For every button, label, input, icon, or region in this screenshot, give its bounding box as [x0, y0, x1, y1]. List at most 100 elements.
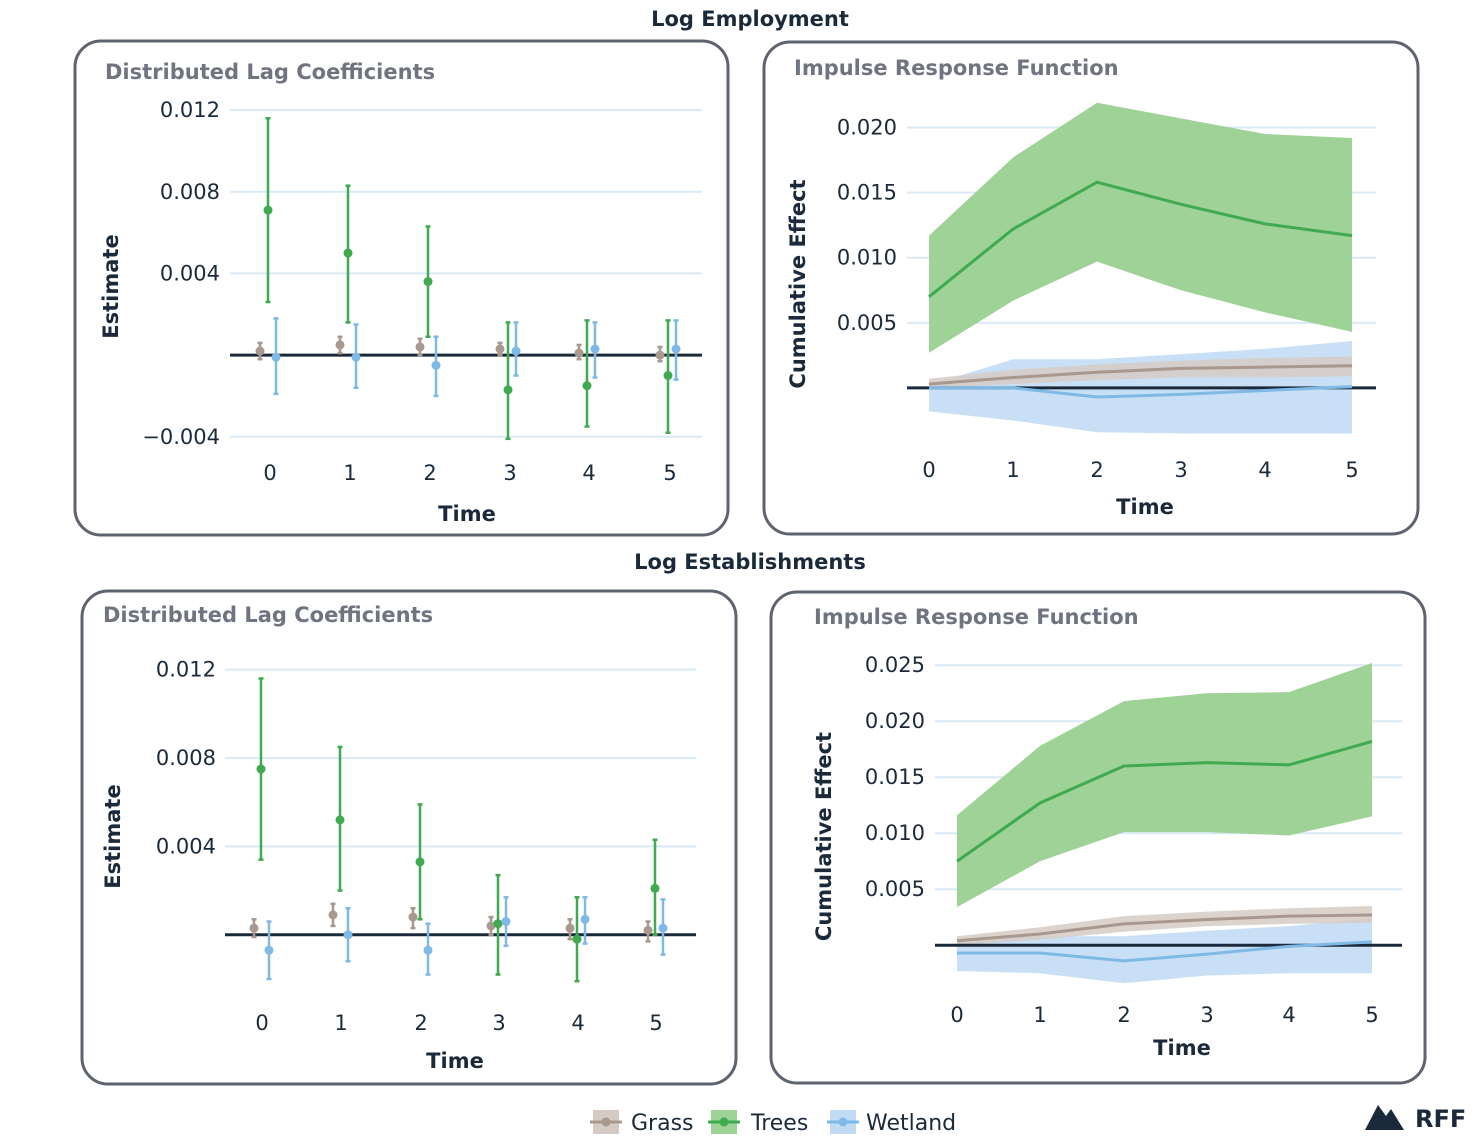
- y-tick-label: 0.020: [865, 709, 925, 733]
- point-wetland: [580, 914, 590, 924]
- y-tick-label: 0.008: [160, 180, 220, 204]
- point-grass: [486, 921, 496, 931]
- x-tick-label: 0: [263, 461, 276, 485]
- point-grass: [574, 348, 584, 358]
- x-tick-label: 1: [1006, 458, 1019, 482]
- y-tick-label: 0.010: [865, 821, 925, 845]
- x-tick-label: 4: [582, 461, 595, 485]
- point-grass: [495, 344, 505, 354]
- legend-label-grass: Grass: [631, 1111, 694, 1136]
- x-tick-label: 3: [492, 1011, 505, 1035]
- legend-item-wetland: Wetland: [827, 1110, 956, 1136]
- section-title-employment: Log Employment: [651, 7, 849, 31]
- mountain-logo-icon: [1365, 1105, 1404, 1130]
- x-tick-label: 5: [1345, 458, 1358, 482]
- point-grass: [565, 923, 575, 933]
- plot-est-lag: 0.004 0.008 0.012 0 1 2 3 4 5 Time Estimate: [101, 658, 696, 1073]
- y-tick-label: 0.012: [156, 658, 216, 682]
- band-wetland: [957, 918, 1372, 984]
- x-tick-label: 0: [950, 1003, 963, 1027]
- y-axis-label: Estimate: [99, 234, 123, 338]
- y-axis-label: Estimate: [101, 784, 125, 888]
- x-tick-label: 0: [922, 458, 935, 482]
- legend: Grass Trees Wetland: [590, 1110, 956, 1136]
- x-tick-label: 1: [1033, 1003, 1046, 1027]
- point-wetland: [423, 945, 433, 955]
- point-trees: [582, 381, 592, 391]
- y-tick-label: −0.004: [142, 425, 220, 449]
- band-grass: [929, 356, 1352, 388]
- x-tick-label: 0: [255, 1011, 268, 1035]
- line-wetland: [957, 940, 1373, 963]
- legend-item-trees: Trees: [708, 1110, 808, 1136]
- point-wetland: [351, 352, 361, 362]
- point-trees: [256, 764, 266, 774]
- y-tick-label: 0.015: [837, 181, 897, 205]
- line-grass: [928, 364, 1353, 386]
- x-tick-label: 2: [423, 461, 436, 485]
- panel-title-emp-lag: Distributed Lag Coefficients: [105, 60, 435, 84]
- y-axis-label: Cumulative Effect: [812, 732, 836, 941]
- point-trees: [650, 883, 660, 893]
- point-wetland: [271, 352, 281, 362]
- point-trees: [263, 205, 273, 215]
- x-tick-label: 1: [334, 1011, 347, 1035]
- x-tick-label: 2: [414, 1011, 427, 1035]
- panel-frame-emp-lag: [73, 39, 730, 537]
- x-tick-label: 3: [503, 461, 516, 485]
- line-trees: [928, 180, 1353, 298]
- point-grass: [655, 350, 665, 360]
- y-tick-label: 0.004: [156, 834, 216, 858]
- point-wetland: [343, 930, 353, 940]
- x-tick-label: 5: [663, 461, 676, 485]
- legend-dot-trees: [719, 1117, 729, 1127]
- point-grass: [328, 910, 338, 920]
- y-tick-label: 0.012: [160, 98, 220, 122]
- point-trees: [572, 934, 582, 944]
- point-grass: [643, 925, 653, 935]
- y-tick-label: 0.010: [837, 246, 897, 270]
- x-axis-label: Time: [426, 1049, 484, 1073]
- x-tick-label: 5: [649, 1011, 662, 1035]
- point-grass: [408, 912, 418, 922]
- point-wetland: [511, 346, 521, 356]
- point-grass: [335, 340, 345, 350]
- point-grass: [415, 342, 425, 352]
- point-grass: [255, 346, 265, 356]
- point-trees: [503, 385, 513, 395]
- legend-dot-wetland: [838, 1117, 848, 1127]
- plot-emp-irf: 0.005 0.010 0.015 0.020 0 1 2 3 4 5 Time Cumulative…: [786, 102, 1376, 519]
- point-trees: [335, 815, 345, 825]
- plot-emp-lag: −0.004 0.004 0.008 0.012 0 1 2 3 4 5 Time Estimate: [99, 98, 702, 526]
- x-tick-label: 5: [1365, 1003, 1378, 1027]
- brand-label: RFF: [1415, 1105, 1466, 1133]
- legend-label-trees: Trees: [750, 1111, 808, 1136]
- point-trees: [343, 248, 353, 258]
- point-wetland: [590, 344, 600, 354]
- panel-title-emp-irf: Impulse Response Function: [794, 56, 1119, 80]
- panel-frame-est-irf: [769, 590, 1427, 1085]
- x-tick-label: 3: [1174, 458, 1187, 482]
- x-tick-label: 4: [571, 1011, 584, 1035]
- line-wetland: [929, 385, 1353, 399]
- y-tick-label: 0.004: [160, 261, 220, 285]
- x-tick-label: 1: [343, 461, 356, 485]
- point-trees: [423, 277, 433, 287]
- section-title-establishments: Log Establishments: [634, 550, 866, 574]
- y-tick-label: 0.005: [865, 877, 925, 901]
- y-tick-label: 0.008: [156, 746, 216, 770]
- legend-item-grass: Grass: [590, 1110, 694, 1136]
- point-wetland: [501, 917, 511, 927]
- line-trees: [956, 739, 1373, 863]
- panel-title-est-lag: Distributed Lag Coefficients: [103, 603, 433, 627]
- y-tick-label: 0.015: [865, 765, 925, 789]
- band-trees: [957, 663, 1372, 908]
- panel-frame-est-lag: [80, 589, 738, 1086]
- point-wetland: [658, 923, 668, 933]
- point-trees: [663, 371, 673, 381]
- point-grass: [249, 923, 259, 933]
- y-axis-label: Cumulative Effect: [786, 179, 810, 388]
- point-wetland: [431, 360, 441, 370]
- brand-logo: RFF: [1365, 1105, 1466, 1133]
